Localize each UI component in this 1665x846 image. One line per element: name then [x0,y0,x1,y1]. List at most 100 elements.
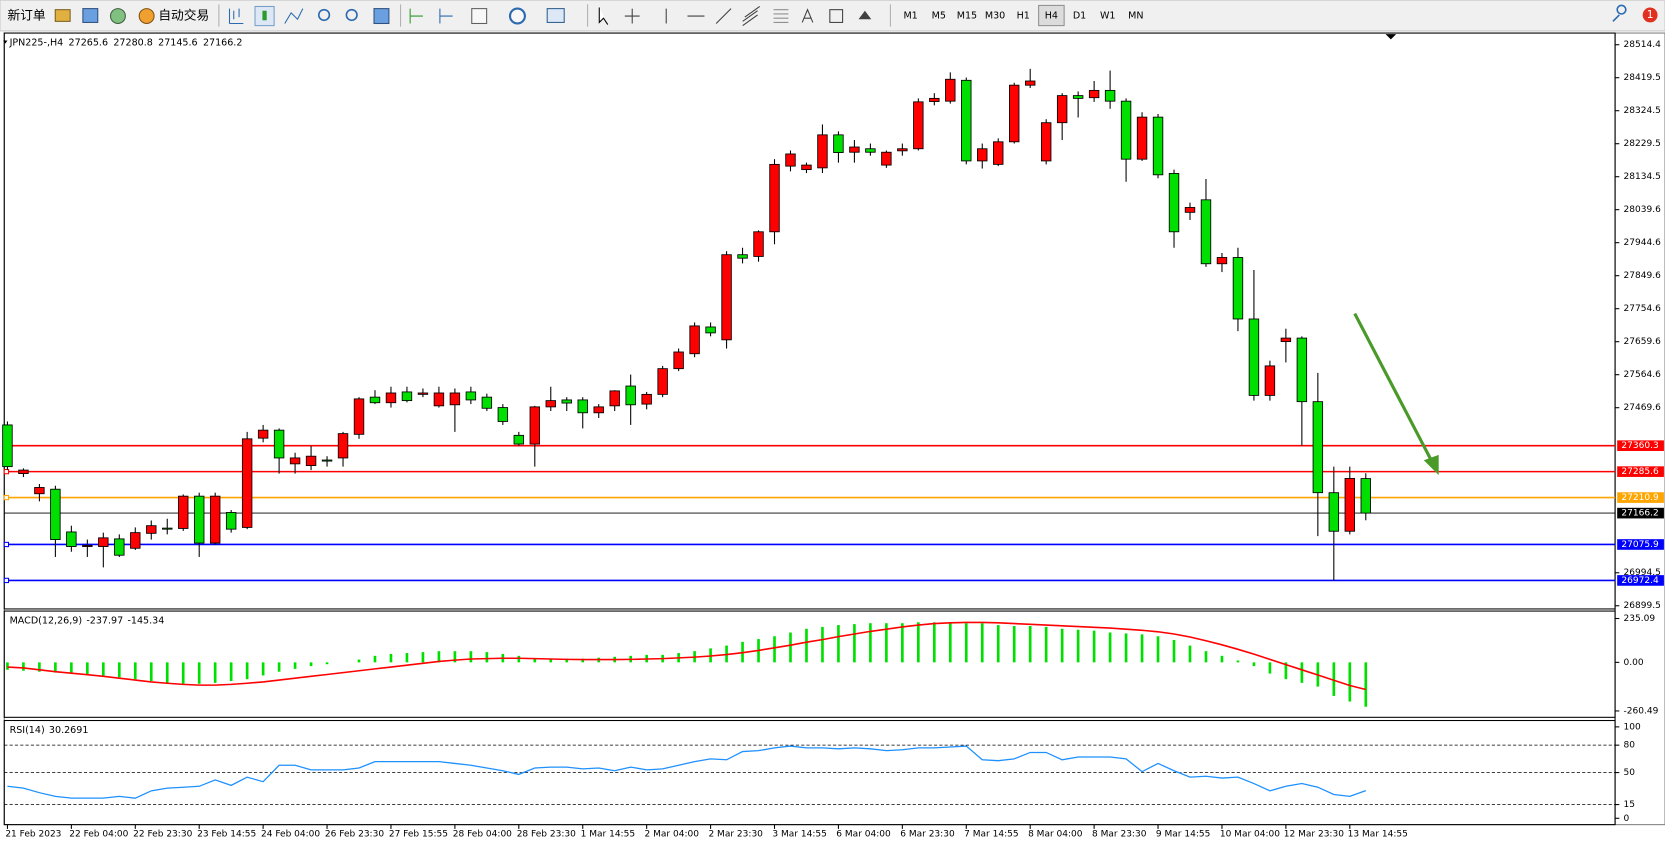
templates-icon[interactable] [546,8,565,23]
x-tick-label: 12 Mar 23:30 [1284,830,1344,840]
candle-body [1040,122,1052,162]
rsi-line [7,745,1367,799]
arrow-head [1423,454,1439,476]
ohlc-value: 27166.2 [203,37,242,48]
macd-panel [3,610,1616,718]
search-icon[interactable] [1612,4,1627,22]
trendline-icon[interactable] [715,8,732,24]
candle-body [801,164,812,171]
candle-body [545,400,556,408]
candle-body [833,134,844,153]
candle-body [1280,337,1292,342]
candle-body [209,495,221,544]
candle-body [561,399,572,404]
zoom-in-icon[interactable] [317,8,331,22]
arrows-icon[interactable] [858,10,872,20]
candle-body [881,151,892,166]
candle-body [2,424,13,468]
auto-trading-icon[interactable] [138,8,155,25]
bar-chart-icon[interactable] [228,8,244,25]
icon[interactable] [54,9,71,22]
candle-body [257,429,269,439]
candle-body [369,396,381,404]
arrow-shaft [1353,312,1434,464]
candle-body [34,487,45,495]
candle-body [1216,257,1228,265]
x-tick-label: 28 Feb 23:30 [517,830,576,840]
y-tick-label: 100 [1624,722,1641,732]
level-label: 27075.9 [1621,540,1659,550]
icon[interactable] [82,8,99,23]
tile-icon[interactable] [373,8,390,25]
y-tick-label: 15 [1624,800,1635,810]
x-tick-label: 3 Mar 14:55 [772,830,826,840]
candle-body [817,134,828,169]
annotation-arrow [1353,312,1439,476]
timeframe-button[interactable]: H1 [1017,11,1030,22]
text-icon[interactable] [801,8,814,23]
candle-body [1009,84,1020,143]
x-tick-label: 22 Feb 23:30 [133,830,192,840]
timeframe-button[interactable]: D1 [1073,11,1086,22]
timeframe-button[interactable]: M5 [932,11,946,22]
crosshair-icon[interactable] [624,8,640,24]
candle-body [737,254,748,259]
cursor-icon[interactable] [598,7,609,25]
channel-icon[interactable] [742,6,761,27]
current-price-tag [1617,507,1664,519]
level-tag [1617,492,1664,503]
auto-trading-button[interactable]: 自动交易 [158,8,209,24]
y-tick-label: 235.09 [1624,614,1656,624]
candle-body [1200,199,1212,265]
level-label: 27360.3 [1621,441,1659,451]
level-tag [1617,539,1664,550]
notification-count: 1 [1647,8,1654,21]
candle-body [641,393,652,405]
candle-body [130,532,141,549]
x-tick-label: 2 Mar 04:00 [645,830,700,840]
toolbar: 新订单 自动交易 M1 M5 M15 M30 H1 H4 D1 W1 MN [0,0,1665,32]
shift-icon[interactable] [439,8,453,24]
timeframe-button[interactable]: M30 [985,11,1005,22]
toolbar-bg [0,0,1665,32]
candle-body [1168,172,1180,233]
y-tick-label: 27754.6 [1624,304,1662,314]
candle-body [433,392,445,407]
x-tick-label: 7 Mar 14:55 [964,830,1018,840]
new-order-button[interactable]: 新订单 [7,8,45,24]
candle-body [1024,80,1036,86]
label-icon[interactable] [829,9,844,23]
candle-body [1344,478,1356,532]
candle-body [162,527,173,530]
indicators-icon[interactable] [471,8,488,25]
candle-body [305,455,317,467]
candle-body [913,101,924,150]
timeframe-button[interactable]: M1 [903,11,917,22]
current-price-label: 27166.2 [1621,509,1658,519]
x-tick-label: 22 Feb 04:00 [69,830,128,840]
timeframe-button[interactable]: W1 [1100,11,1116,22]
timeframe-button[interactable]: M15 [957,11,977,22]
timeframe-button[interactable]: MN [1128,11,1143,22]
candle-body [18,469,29,475]
candle-body [1264,365,1276,396]
candle-body [897,148,908,152]
line-chart-icon[interactable] [284,8,304,24]
notification-badge[interactable] [1642,7,1658,23]
x-tick-label: 6 Mar 04:00 [836,830,891,840]
periods-icon[interactable] [508,7,526,25]
candle-body [609,390,620,407]
candle-body [929,97,940,102]
icon[interactable] [109,8,126,25]
candle-body [577,399,588,414]
candle-body [114,538,125,556]
x-tick-label: 9 Mar 14:55 [1156,830,1210,840]
candle-body [241,438,253,528]
candle-body [82,545,93,547]
zoom-out-icon[interactable] [345,8,358,22]
autoscroll-icon[interactable] [409,8,423,24]
fibo-icon[interactable] [773,9,789,23]
indicator-header: MACD(12,26,9) -237.97 -145.34 [10,615,165,626]
timeframe-button[interactable]: H4 [1045,11,1058,22]
symbol: JPN225-,H4 [9,37,64,48]
